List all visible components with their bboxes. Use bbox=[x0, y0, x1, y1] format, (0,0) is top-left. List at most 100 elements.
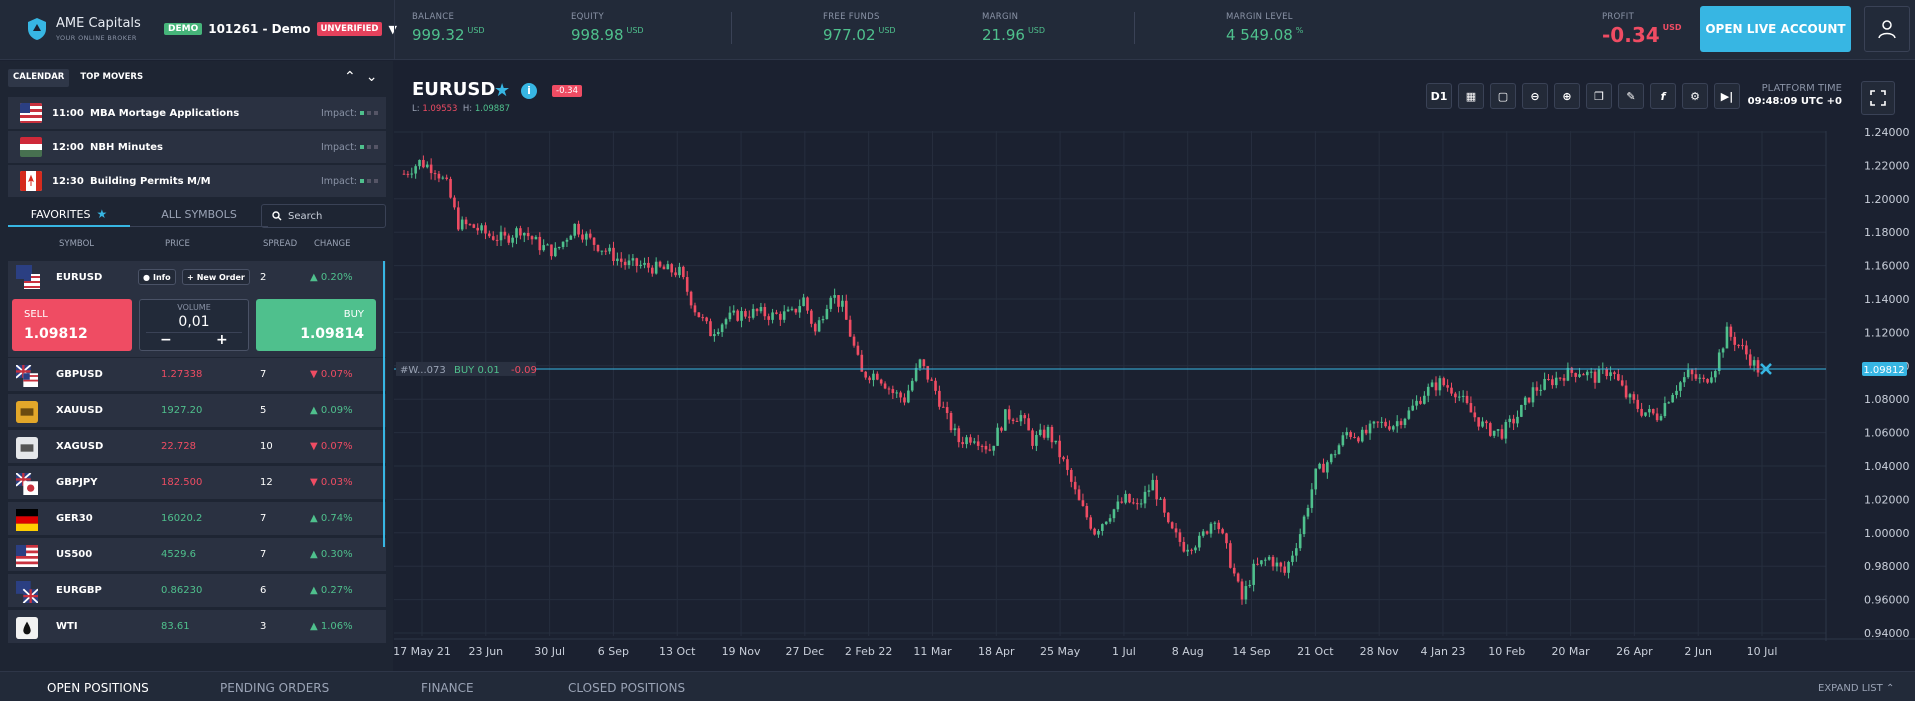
tab-finance[interactable]: FINANCE bbox=[421, 681, 474, 695]
symbol-row[interactable]: EURGBP 0.86230 6 ▲ 0.27% bbox=[8, 574, 386, 608]
gear-icon[interactable]: ⚙ bbox=[1682, 83, 1708, 109]
candle-body bbox=[1302, 516, 1306, 535]
candle-body bbox=[557, 246, 561, 248]
symbol-price: 1.27338 bbox=[161, 369, 203, 380]
buy-button[interactable]: BUY 1.09814 bbox=[256, 299, 376, 351]
x-tick-label: 28 Nov bbox=[1360, 645, 1399, 658]
symbol-row[interactable]: US500 4529.6 7 ▲ 0.30% bbox=[8, 538, 386, 572]
chevron-down-icon[interactable]: ⌄ bbox=[365, 69, 378, 85]
candle-body bbox=[542, 245, 545, 251]
candle-body bbox=[433, 173, 437, 175]
star-icon[interactable]: ★ bbox=[494, 80, 511, 101]
new-order-button[interactable]: + New Order bbox=[182, 269, 250, 285]
tab-open-positions[interactable]: OPEN POSITIONS bbox=[47, 681, 149, 695]
event-title: NBH Minutes bbox=[90, 141, 163, 153]
symbol-row[interactable]: GBPUSD 1.27338 7 ▼ 0.07% bbox=[8, 358, 386, 392]
symbol-row[interactable]: GER30 16020.2 7 ▲ 0.74% bbox=[8, 502, 386, 536]
info-button[interactable]: ● Info bbox=[138, 269, 176, 285]
fit-screen-icon[interactable]: ❐ bbox=[1586, 83, 1612, 109]
candle-body bbox=[775, 312, 778, 314]
symbol-row-expanded[interactable]: EURUSD ● Info + New Order 2 ▲ 0.20% SELL 1… bbox=[8, 261, 386, 357]
volume-label: VOLUME bbox=[177, 303, 211, 312]
brand-logo[interactable]: AME Capitals YOUR ONLINE BROKER bbox=[22, 14, 402, 48]
info-icon[interactable]: i bbox=[521, 83, 537, 99]
candle-body bbox=[1620, 380, 1624, 386]
candle-body bbox=[1073, 481, 1077, 490]
indicators-icon[interactable]: f bbox=[1650, 83, 1676, 109]
tab-pending-orders[interactable]: PENDING ORDERS bbox=[220, 681, 330, 695]
volume-stepper[interactable]: VOLUME 0,01 − + bbox=[139, 299, 249, 351]
symbol-row[interactable]: XAUUSD 1927.20 5 ▲ 0.09% bbox=[8, 394, 386, 428]
candle-body bbox=[1279, 562, 1283, 567]
triangle-down-icon: ▼ bbox=[310, 369, 321, 380]
symbol-change: ▼ 0.07% bbox=[310, 441, 353, 452]
symbol-row[interactable]: XAGUSD 22.728 10 ▼ 0.07% bbox=[8, 430, 386, 464]
candle-body bbox=[1298, 534, 1302, 549]
candle-body bbox=[1345, 432, 1349, 436]
candle-body bbox=[1667, 402, 1671, 404]
symbol-price: 0.86230 bbox=[161, 585, 203, 596]
brand-name: AME Capitals bbox=[56, 16, 141, 31]
candle-body bbox=[402, 173, 406, 175]
tab-top-movers[interactable]: TOP MOVERS bbox=[80, 72, 144, 82]
candle-body bbox=[1229, 543, 1232, 568]
candle-body bbox=[1593, 371, 1597, 383]
symbol-row[interactable]: GBPJPY 182.500 12 ▼ 0.03% bbox=[8, 466, 386, 500]
candle-body bbox=[573, 223, 577, 236]
tab-closed-positions[interactable]: CLOSED POSITIONS bbox=[568, 681, 686, 695]
candle-body bbox=[631, 258, 635, 261]
candle-body bbox=[1682, 377, 1686, 383]
symbol-row[interactable]: WTI 83.61 3 ▲ 1.06% bbox=[8, 610, 386, 644]
balance-value: 999.32 bbox=[412, 26, 465, 44]
candle-body bbox=[619, 258, 623, 262]
expand-list-button[interactable]: EXPAND LIST ⌃ bbox=[1818, 683, 1894, 694]
candle-body bbox=[732, 310, 736, 313]
volume-decrease-button[interactable]: − bbox=[160, 332, 172, 348]
close-position-icon[interactable] bbox=[1760, 363, 1772, 375]
account-selector[interactable]: DEMO 101261 - Demo UNVERIFIED ▼ bbox=[164, 20, 397, 38]
chevron-down-icon[interactable]: ▼ bbox=[388, 22, 397, 36]
tab-calendar[interactable]: CALENDAR bbox=[8, 69, 70, 87]
skip-end-icon[interactable]: ▶| bbox=[1714, 83, 1740, 109]
symbol-spread: 7 bbox=[260, 513, 267, 524]
open-live-account-button[interactable]: OPEN LIVE ACCOUNT bbox=[1700, 6, 1851, 52]
calendar-tabs: CALENDAR TOP MOVERS bbox=[8, 69, 148, 87]
triangle-up-icon: ▲ bbox=[310, 272, 321, 283]
candle-body bbox=[522, 232, 526, 236]
pencil-icon[interactable]: ✎ bbox=[1618, 83, 1644, 109]
equity-unit: USD bbox=[626, 26, 644, 35]
calendar-event[interactable]: 12:00 NBH Minutes Impact: bbox=[8, 131, 386, 163]
fullscreen-button[interactable] bbox=[1861, 81, 1895, 115]
candle-body bbox=[453, 197, 456, 208]
x-tick-label: 1 Jul bbox=[1112, 645, 1136, 658]
rectangle-icon[interactable]: ▢ bbox=[1490, 83, 1516, 109]
tab-favorites[interactable]: FAVORITES ★ bbox=[8, 203, 130, 227]
candle-body bbox=[1585, 371, 1589, 376]
candle-body bbox=[941, 406, 945, 408]
calendar-event[interactable]: 11:00 MBA Mortage Applications Impact: bbox=[8, 97, 386, 129]
position-tag[interactable] bbox=[396, 361, 536, 376]
user-profile-button[interactable] bbox=[1864, 6, 1910, 52]
candle-body bbox=[697, 312, 701, 318]
scrollbar[interactable] bbox=[383, 261, 385, 547]
price-chart[interactable]: 1.24000 1.22000 1.20000 1.18000 1.16000 1.140… bbox=[394, 61, 1915, 671]
candles-icon[interactable]: ▦ bbox=[1458, 83, 1484, 109]
symbol-name: GBPUSD bbox=[56, 369, 103, 380]
tab-all-symbols[interactable]: ALL SYMBOLS bbox=[130, 203, 268, 227]
search-input[interactable]: Search bbox=[261, 204, 386, 228]
zoom-in-icon[interactable]: ⊕ bbox=[1554, 83, 1580, 109]
new-order-label: New Order bbox=[196, 272, 245, 282]
chevron-up-icon[interactable]: ⌃ bbox=[344, 69, 356, 85]
symbol-change: ▲ 0.30% bbox=[310, 549, 353, 560]
current-price-label: 1.09812 bbox=[1863, 365, 1904, 376]
volume-increase-button[interactable]: + bbox=[216, 332, 228, 348]
candle-body bbox=[608, 247, 611, 252]
zoom-out-icon[interactable]: ⊖ bbox=[1522, 83, 1548, 109]
calendar-event[interactable]: 12:30 Building Permits M/M Impact: bbox=[8, 165, 386, 197]
timeframe-button[interactable]: D1 bbox=[1426, 83, 1452, 109]
sell-button[interactable]: SELL 1.09812 bbox=[12, 299, 132, 351]
candle-body bbox=[1717, 352, 1721, 372]
symbol-name: GER30 bbox=[56, 513, 93, 524]
free-funds-unit: USD bbox=[878, 26, 896, 35]
volume-value[interactable]: 0,01 bbox=[178, 314, 210, 330]
